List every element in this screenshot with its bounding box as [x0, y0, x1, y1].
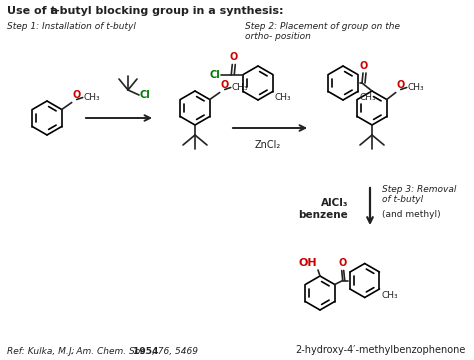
- Text: ZnCl₂: ZnCl₂: [255, 140, 281, 150]
- Text: Use of a: Use of a: [7, 6, 62, 16]
- Text: (and methyl): (and methyl): [382, 210, 441, 219]
- Text: benzene: benzene: [298, 210, 348, 220]
- Text: CH₃: CH₃: [84, 93, 100, 102]
- Text: J. Am. Chem. Soc.: J. Am. Chem. Soc.: [68, 347, 148, 356]
- Text: of t-butyl: of t-butyl: [382, 195, 423, 204]
- Text: O: O: [73, 90, 81, 100]
- Text: O: O: [221, 81, 229, 90]
- Text: -butyl blocking group in a synthesis:: -butyl blocking group in a synthesis:: [55, 6, 283, 16]
- Text: Step 1: Installation of t-butyl: Step 1: Installation of t-butyl: [7, 22, 136, 31]
- Text: CH₃: CH₃: [275, 94, 292, 103]
- Text: OH: OH: [299, 258, 317, 268]
- Text: Ref: Kulka, M. ;: Ref: Kulka, M. ;: [7, 347, 78, 356]
- Text: CH₃: CH₃: [232, 83, 248, 92]
- Text: 1954: 1954: [130, 347, 158, 356]
- Text: Cl: Cl: [210, 69, 220, 80]
- Text: CH₃: CH₃: [382, 291, 398, 300]
- Text: O: O: [397, 81, 405, 90]
- Text: Step 3: Removal: Step 3: Removal: [382, 185, 456, 194]
- Text: CH₃: CH₃: [360, 94, 376, 103]
- Text: 2-hydroxy-4′-methylbenzophenone: 2-hydroxy-4′-methylbenzophenone: [295, 345, 465, 355]
- Text: t: t: [50, 6, 55, 16]
- Text: , 76, 5469: , 76, 5469: [152, 347, 198, 356]
- Text: Step 2: Placement of group on the: Step 2: Placement of group on the: [245, 22, 400, 31]
- Text: Cl: Cl: [140, 90, 151, 100]
- Text: CH₃: CH₃: [408, 83, 424, 92]
- Text: O: O: [360, 61, 368, 71]
- Text: O: O: [338, 258, 347, 269]
- Text: AlCl₃: AlCl₃: [320, 198, 348, 208]
- Text: ortho- position: ortho- position: [245, 32, 311, 41]
- Text: O: O: [229, 53, 237, 63]
